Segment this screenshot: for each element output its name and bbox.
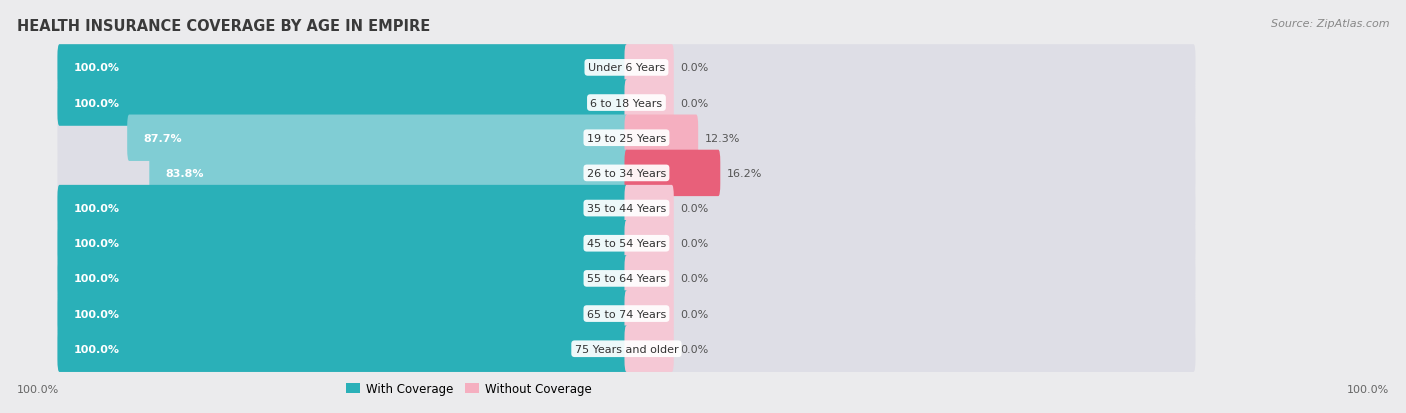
FancyBboxPatch shape xyxy=(624,185,673,232)
FancyBboxPatch shape xyxy=(58,185,628,232)
FancyBboxPatch shape xyxy=(58,115,1195,161)
FancyBboxPatch shape xyxy=(58,256,628,302)
FancyBboxPatch shape xyxy=(58,291,1195,337)
FancyBboxPatch shape xyxy=(624,256,673,302)
FancyBboxPatch shape xyxy=(58,80,1195,126)
Text: 6 to 18 Years: 6 to 18 Years xyxy=(591,98,662,108)
Text: 55 to 64 Years: 55 to 64 Years xyxy=(586,274,666,284)
Text: 0.0%: 0.0% xyxy=(681,63,709,73)
Text: 45 to 54 Years: 45 to 54 Years xyxy=(586,239,666,249)
FancyBboxPatch shape xyxy=(58,150,1195,197)
Text: 100.0%: 100.0% xyxy=(1347,385,1389,394)
FancyBboxPatch shape xyxy=(58,221,1195,267)
Text: Under 6 Years: Under 6 Years xyxy=(588,63,665,73)
Text: 12.3%: 12.3% xyxy=(704,133,740,143)
FancyBboxPatch shape xyxy=(58,45,1195,91)
Text: 16.2%: 16.2% xyxy=(727,169,762,178)
Text: 100.0%: 100.0% xyxy=(73,309,120,319)
Text: 75 Years and older: 75 Years and older xyxy=(575,344,678,354)
Text: 0.0%: 0.0% xyxy=(681,274,709,284)
Text: 26 to 34 Years: 26 to 34 Years xyxy=(586,169,666,178)
Text: HEALTH INSURANCE COVERAGE BY AGE IN EMPIRE: HEALTH INSURANCE COVERAGE BY AGE IN EMPI… xyxy=(17,19,430,33)
Text: 0.0%: 0.0% xyxy=(681,239,709,249)
FancyBboxPatch shape xyxy=(58,221,628,267)
FancyBboxPatch shape xyxy=(58,185,1195,232)
Text: 100.0%: 100.0% xyxy=(17,385,59,394)
FancyBboxPatch shape xyxy=(624,150,720,197)
FancyBboxPatch shape xyxy=(58,291,628,337)
FancyBboxPatch shape xyxy=(624,80,673,126)
FancyBboxPatch shape xyxy=(624,221,673,267)
Text: 100.0%: 100.0% xyxy=(73,239,120,249)
Text: 100.0%: 100.0% xyxy=(73,204,120,214)
Legend: With Coverage, Without Coverage: With Coverage, Without Coverage xyxy=(346,382,592,395)
Text: 87.7%: 87.7% xyxy=(143,133,181,143)
Text: 0.0%: 0.0% xyxy=(681,98,709,108)
Text: 0.0%: 0.0% xyxy=(681,344,709,354)
Text: 65 to 74 Years: 65 to 74 Years xyxy=(586,309,666,319)
FancyBboxPatch shape xyxy=(127,115,628,161)
FancyBboxPatch shape xyxy=(149,150,628,197)
Text: 0.0%: 0.0% xyxy=(681,204,709,214)
FancyBboxPatch shape xyxy=(624,115,699,161)
FancyBboxPatch shape xyxy=(58,326,628,372)
FancyBboxPatch shape xyxy=(58,326,1195,372)
Text: 100.0%: 100.0% xyxy=(73,98,120,108)
Text: 100.0%: 100.0% xyxy=(73,63,120,73)
FancyBboxPatch shape xyxy=(624,326,673,372)
FancyBboxPatch shape xyxy=(58,45,628,91)
Text: 0.0%: 0.0% xyxy=(681,309,709,319)
Text: Source: ZipAtlas.com: Source: ZipAtlas.com xyxy=(1271,19,1389,28)
Text: 83.8%: 83.8% xyxy=(166,169,204,178)
FancyBboxPatch shape xyxy=(624,45,673,91)
Text: 100.0%: 100.0% xyxy=(73,274,120,284)
Text: 19 to 25 Years: 19 to 25 Years xyxy=(586,133,666,143)
Text: 35 to 44 Years: 35 to 44 Years xyxy=(586,204,666,214)
FancyBboxPatch shape xyxy=(58,80,628,126)
FancyBboxPatch shape xyxy=(58,256,1195,302)
Text: 100.0%: 100.0% xyxy=(73,344,120,354)
FancyBboxPatch shape xyxy=(624,291,673,337)
